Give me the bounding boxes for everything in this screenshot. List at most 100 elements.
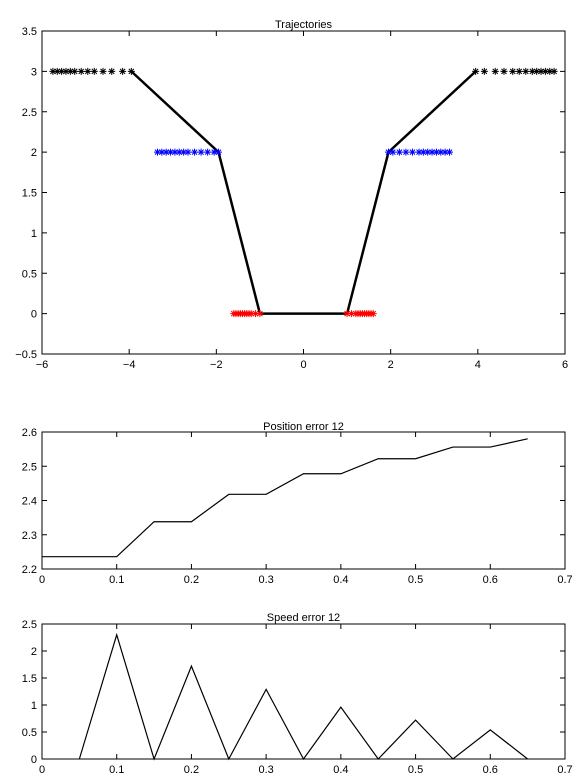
x-tick-label: 0 — [39, 764, 45, 776]
star-marker — [500, 67, 508, 75]
position-error-plot: Position error 12 0 0.1 0.2 0.3 0.4 0.5 0.6 0.7 2… — [22, 421, 573, 586]
y-tick-label: 0.5 — [22, 268, 37, 280]
star-marker — [119, 67, 127, 75]
star-marker — [415, 148, 423, 156]
y-tick-label: 2 — [31, 147, 37, 159]
axes-frame — [41, 30, 566, 355]
y-tick-label: 3.5 — [22, 26, 37, 38]
star-marker — [197, 148, 205, 156]
star-marker — [343, 310, 351, 318]
star-marker — [171, 148, 179, 156]
x-tick-label: −6 — [36, 359, 49, 371]
star-marker — [437, 148, 445, 156]
y-tick-label: −0.5 — [15, 349, 37, 361]
x-tick-label: 2 — [388, 359, 394, 371]
star-marker — [49, 67, 57, 75]
star-marker — [84, 67, 92, 75]
y-tick-label: 1.5 — [22, 673, 37, 685]
series-line — [130, 70, 477, 315]
star-marker — [541, 67, 549, 75]
y-tick-label: 2 — [31, 646, 37, 658]
star-marker — [210, 148, 218, 156]
y-tick-label: 3 — [31, 66, 37, 78]
star-marker — [408, 148, 416, 156]
star-marker — [90, 67, 98, 75]
star-marker — [53, 67, 61, 75]
star-marker — [108, 67, 116, 75]
y-tick-label: 0.5 — [22, 727, 37, 739]
y-tick-label: 2.5 — [22, 461, 37, 473]
x-tick-label: 0.7 — [557, 764, 572, 776]
star-marker — [515, 67, 523, 75]
star-marker — [472, 67, 480, 75]
star-marker — [428, 148, 436, 156]
x-tick-label: 6 — [562, 359, 568, 371]
star-marker — [77, 67, 85, 75]
axes-frame — [41, 623, 566, 760]
star-marker — [550, 67, 558, 75]
speed-error-plot: Speed error 12 0 0.1 0.2 0.3 0.4 0.5 0.6 0.7 0 0.5… — [22, 612, 573, 776]
y-tick-label: 2.4 — [22, 496, 37, 508]
star-marker — [384, 148, 392, 156]
star-marker — [127, 67, 135, 75]
star-marker — [180, 148, 188, 156]
star-marker — [395, 148, 403, 156]
star-marker — [162, 148, 170, 156]
chart-title: Trajectories — [275, 19, 333, 31]
star-marker — [446, 148, 454, 156]
chart-title: Speed error 12 — [267, 612, 340, 624]
y-tick-label: 0 — [31, 754, 37, 766]
star-marker — [153, 148, 161, 156]
x-tick-label: −4 — [123, 359, 136, 371]
axes-frame — [41, 431, 566, 570]
star-marker — [62, 67, 70, 75]
y-tick-label: 2.5 — [22, 619, 37, 631]
series-line — [42, 438, 528, 558]
x-tick-label: 0.6 — [483, 764, 498, 776]
star-marker — [533, 67, 541, 75]
x-tick-label: 0.4 — [333, 574, 348, 586]
star-marker — [528, 67, 536, 75]
star-marker — [522, 67, 530, 75]
star-marker — [491, 67, 499, 75]
series-line — [78, 632, 529, 761]
y-tick-label: 1.5 — [22, 188, 37, 200]
star-marker — [66, 67, 74, 75]
x-tick-label: 0.3 — [258, 574, 273, 586]
x-tick-label: −2 — [210, 359, 223, 371]
star-marker — [389, 148, 397, 156]
x-tick-label: 0 — [300, 359, 306, 371]
star-marker — [424, 148, 432, 156]
star-marker — [58, 67, 66, 75]
star-marker — [252, 310, 260, 318]
star-marker — [509, 67, 517, 75]
star-marker — [369, 310, 377, 318]
x-tick-label: 0.1 — [109, 764, 124, 776]
y-tick-label: 1 — [31, 700, 37, 712]
trajectories-plot: Trajectories −6 −4 −2 0 2 4 6 −0.5 0 0.5 1 1.5 2 2.5 3 3… — [15, 19, 568, 371]
x-tick-label: 0.3 — [258, 764, 273, 776]
x-tick-label: 4 — [475, 359, 481, 371]
chart-title: Position error 12 — [263, 421, 344, 433]
star-marker — [441, 148, 449, 156]
x-tick-label: 0.5 — [408, 764, 423, 776]
star-marker — [537, 67, 545, 75]
star-marker — [175, 148, 183, 156]
star-marker — [99, 67, 107, 75]
star-marker — [256, 310, 264, 318]
x-tick-label: 0.5 — [408, 574, 423, 586]
x-tick-label: 0.2 — [184, 764, 199, 776]
star-marker — [204, 148, 212, 156]
x-tick-label: 0.1 — [109, 574, 124, 586]
x-tick-label: 0 — [39, 574, 45, 586]
star-marker — [432, 148, 440, 156]
star-marker — [184, 148, 192, 156]
x-tick-label: 0.6 — [483, 574, 498, 586]
star-marker — [215, 148, 223, 156]
x-tick-label: 0.2 — [184, 574, 199, 586]
star-marker — [419, 148, 427, 156]
star-marker — [480, 67, 488, 75]
star-marker — [191, 148, 199, 156]
x-tick-label: 0.7 — [557, 574, 572, 586]
